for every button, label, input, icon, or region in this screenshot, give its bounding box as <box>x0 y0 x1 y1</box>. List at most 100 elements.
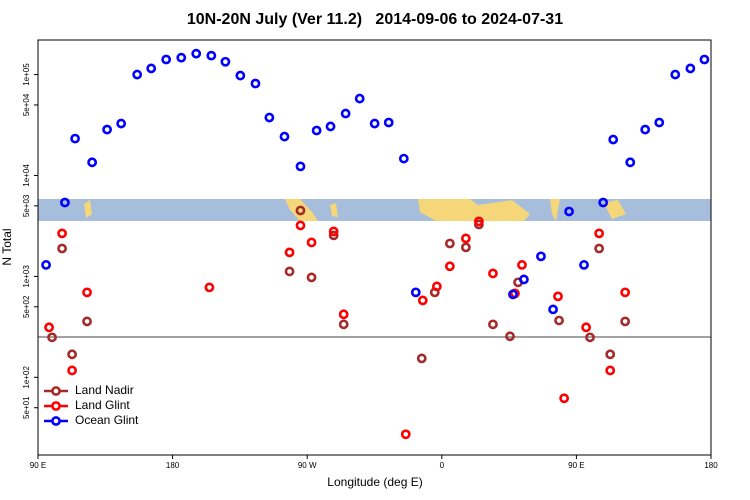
series <box>44 216 631 440</box>
point <box>325 121 336 132</box>
point <box>505 331 515 342</box>
point <box>383 117 394 128</box>
point <box>161 54 172 65</box>
point <box>82 316 92 327</box>
point <box>311 125 322 136</box>
point <box>508 289 518 300</box>
legend-label: Land Nadir <box>75 383 134 397</box>
point <box>70 133 80 144</box>
point <box>605 349 616 360</box>
point <box>279 131 290 142</box>
y-tick-label: 5e+01 <box>22 396 31 419</box>
map-ocean <box>38 199 711 221</box>
point <box>306 237 317 248</box>
point <box>416 353 427 364</box>
point <box>338 319 349 330</box>
point <box>699 54 710 65</box>
point <box>176 52 187 63</box>
point <box>519 274 529 285</box>
point <box>116 118 127 129</box>
point <box>598 197 609 208</box>
legend-marker <box>51 386 61 396</box>
point <box>398 153 409 164</box>
point <box>559 393 570 404</box>
point <box>295 220 306 231</box>
legend-marker <box>51 416 61 426</box>
point <box>553 291 563 302</box>
point <box>620 287 631 298</box>
point <box>594 228 605 239</box>
legend-marker <box>51 401 61 411</box>
y-tick-label: 1e+03 <box>22 265 31 288</box>
x-tick-label: 180 <box>704 461 718 470</box>
point <box>146 63 157 74</box>
point <box>191 48 202 59</box>
point <box>264 112 275 123</box>
legend-label: Ocean Glint <box>75 413 139 427</box>
point <box>620 316 631 327</box>
y-tick-label: 1e+04 <box>22 164 31 187</box>
point <box>548 304 558 315</box>
point <box>460 242 471 253</box>
point <box>67 349 77 360</box>
point <box>444 261 455 272</box>
point <box>60 197 70 208</box>
point <box>431 281 442 292</box>
point <box>284 247 295 258</box>
point <box>685 63 696 74</box>
point <box>625 157 636 168</box>
point <box>328 226 339 237</box>
point <box>220 56 231 67</box>
point <box>488 319 498 330</box>
point <box>328 230 339 241</box>
point <box>517 260 527 270</box>
point <box>41 260 51 270</box>
x-axis-label: Longitude (deg E) <box>327 475 422 489</box>
point <box>295 205 306 216</box>
point <box>605 365 616 376</box>
x-tick-label: 0 <box>440 461 445 470</box>
point <box>554 315 564 326</box>
point <box>82 287 92 298</box>
point <box>284 266 295 277</box>
y-tick-label: 1e+05 <box>22 63 31 86</box>
x-tick-label: 180 <box>166 461 180 470</box>
point <box>57 228 67 239</box>
point <box>488 268 498 279</box>
point <box>369 118 380 129</box>
legend-label: Land Glint <box>75 398 130 412</box>
point <box>340 108 351 119</box>
point <box>132 69 143 80</box>
point <box>579 260 589 270</box>
chart-title: 10N-20N July (Ver 11.2) 2014-09-06 to 20… <box>187 11 563 28</box>
point <box>250 78 261 89</box>
point <box>585 332 595 343</box>
point <box>473 216 484 227</box>
point <box>460 233 471 244</box>
point <box>47 332 57 343</box>
y-axis-label: N Total <box>0 228 14 265</box>
point <box>410 287 421 298</box>
point <box>87 157 98 168</box>
point <box>57 243 67 254</box>
map-strip <box>38 199 711 221</box>
point <box>306 272 317 283</box>
point <box>206 50 217 61</box>
x-tick-label: 90 E <box>30 461 46 470</box>
x-tick-label: 90 W <box>298 461 317 470</box>
point <box>235 70 246 81</box>
map-land <box>84 199 626 221</box>
point <box>670 69 681 80</box>
y-tick-label: 5e+04 <box>22 93 31 116</box>
point <box>640 124 651 135</box>
point <box>581 322 592 333</box>
point <box>295 161 306 172</box>
series <box>47 205 631 364</box>
point <box>204 282 215 293</box>
series <box>41 48 710 315</box>
point <box>67 365 77 376</box>
point <box>417 295 428 306</box>
x-tick-label: 90 E <box>568 461 584 470</box>
point <box>536 251 546 262</box>
